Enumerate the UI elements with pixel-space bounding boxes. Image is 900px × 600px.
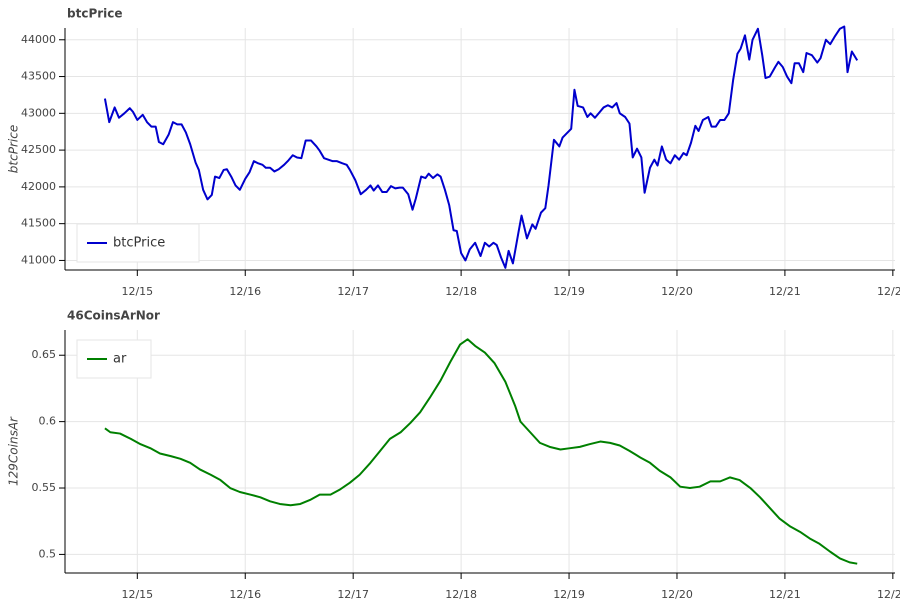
x-tick-label: 12/15 (121, 285, 153, 298)
legend-label: ar (113, 352, 127, 367)
y-axis-label: 129CoinsAr (7, 416, 21, 486)
y-tick-label: 43500 (21, 70, 56, 83)
x-tick-label: 12/22 (877, 285, 900, 298)
x-tick-label: 12/20 (661, 285, 693, 298)
x-tick-label: 12/20 (661, 588, 693, 600)
line-series (103, 25, 859, 269)
y-tick-label: 0.65 (32, 348, 57, 361)
y-tick-label: 41500 (21, 217, 56, 230)
x-tick-label: 12/18 (445, 285, 477, 298)
x-tick-label: 12/22 (877, 588, 900, 600)
x-tick-label: 12/21 (769, 588, 801, 600)
x-tick-label: 12/18 (445, 588, 477, 600)
y-tick-label: 0.6 (39, 415, 57, 428)
x-tick-label: 12/17 (337, 588, 369, 600)
x-tick-label: 12/15 (121, 588, 153, 600)
x-tick-label: 12/17 (337, 285, 369, 298)
y-tick-label: 43000 (21, 106, 56, 119)
line-series (104, 338, 858, 565)
x-tick-label: 12/21 (769, 285, 801, 298)
y-tick-label: 0.5 (39, 547, 57, 560)
y-tick-label: 44000 (21, 33, 56, 46)
x-tick-label: 12/16 (229, 285, 261, 298)
x-tick-label: 12/19 (553, 588, 585, 600)
y-tick-label: 41000 (21, 253, 56, 266)
y-tick-label: 42500 (21, 143, 56, 156)
legend-label: btcPrice (113, 236, 165, 251)
chart-title: btcPrice (67, 7, 123, 21)
x-tick-label: 12/19 (553, 285, 585, 298)
y-axis-label: btcPrice (7, 125, 21, 173)
x-tick-label: 12/16 (229, 588, 261, 600)
chart-title: 46CoinsArNor (67, 309, 160, 323)
y-tick-label: 42000 (21, 180, 56, 193)
y-tick-label: 0.55 (32, 481, 57, 494)
